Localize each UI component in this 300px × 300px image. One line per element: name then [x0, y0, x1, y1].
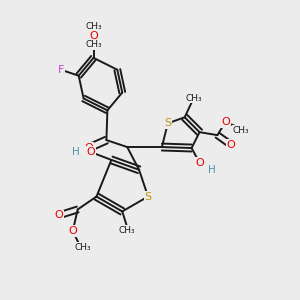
Text: O: O — [86, 147, 95, 157]
Text: O: O — [84, 143, 93, 153]
Text: S: S — [145, 192, 152, 202]
Text: CH₃: CH₃ — [74, 243, 91, 252]
Text: F: F — [58, 65, 64, 75]
Text: S: S — [164, 118, 171, 128]
Text: O: O — [227, 140, 236, 150]
Text: O: O — [195, 158, 204, 168]
Text: O: O — [221, 117, 230, 127]
Text: H: H — [72, 147, 80, 157]
Text: CH₃: CH₃ — [185, 94, 202, 103]
Text: H: H — [208, 165, 215, 175]
Text: O: O — [68, 226, 77, 236]
Text: O: O — [89, 31, 98, 41]
Text: CH₃: CH₃ — [85, 22, 102, 31]
Text: CH₃: CH₃ — [233, 126, 250, 135]
Text: CH₃: CH₃ — [119, 226, 136, 235]
Text: CH₃: CH₃ — [85, 40, 102, 50]
Text: O: O — [55, 210, 63, 220]
